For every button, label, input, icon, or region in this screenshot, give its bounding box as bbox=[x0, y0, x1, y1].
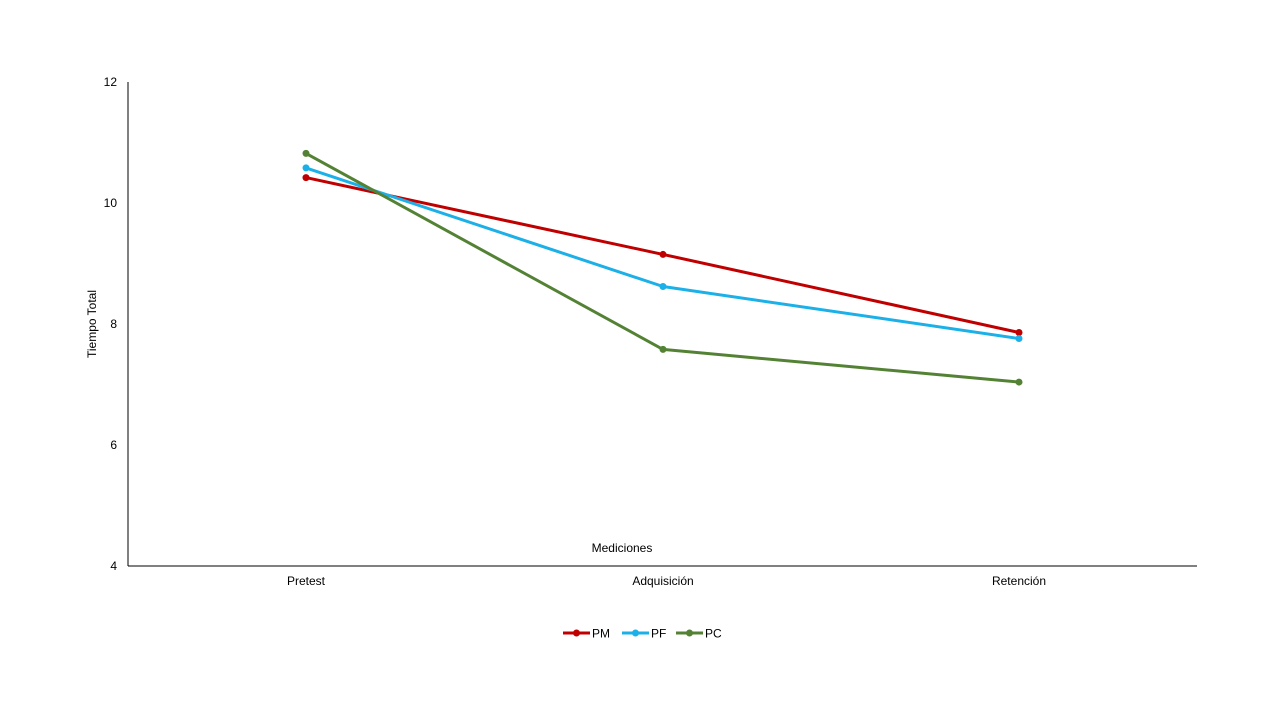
x-tick-labels: Pretest Adquisición Retención bbox=[287, 574, 1046, 588]
data-point bbox=[302, 174, 310, 182]
series-pf bbox=[302, 164, 1023, 343]
x-tick-label: Adquisición bbox=[632, 574, 693, 588]
data-point bbox=[659, 250, 667, 258]
y-tick-label: 8 bbox=[110, 317, 117, 331]
axes bbox=[127, 82, 1197, 567]
x-tick-label: Pretest bbox=[287, 574, 326, 588]
data-point bbox=[1015, 335, 1023, 343]
series-layer bbox=[302, 149, 1023, 386]
data-point bbox=[659, 282, 667, 290]
legend-marker bbox=[632, 629, 639, 637]
series-pc bbox=[302, 149, 1023, 386]
legend-item: PC bbox=[676, 627, 722, 641]
y-tick-label: 10 bbox=[104, 196, 118, 210]
x-axis-title: Mediciones bbox=[592, 541, 653, 555]
data-point bbox=[1015, 378, 1023, 386]
legend-marker bbox=[686, 629, 693, 637]
data-point bbox=[659, 345, 667, 353]
y-tick-label: 4 bbox=[110, 559, 117, 573]
series-pm bbox=[302, 174, 1023, 336]
data-point bbox=[302, 164, 310, 172]
legend-label: PF bbox=[651, 627, 666, 641]
legend-item: PM bbox=[563, 627, 610, 641]
legend-item: PF bbox=[622, 627, 666, 641]
data-point bbox=[302, 149, 310, 157]
y-tick-label: 6 bbox=[110, 438, 117, 452]
data-point bbox=[1015, 328, 1023, 336]
legend-marker bbox=[573, 629, 580, 637]
legend-label: PM bbox=[592, 627, 610, 641]
legend: PM PF PC bbox=[563, 627, 722, 641]
y-tick-labels: 4 6 8 10 12 bbox=[104, 75, 118, 573]
y-tick-label: 12 bbox=[104, 75, 118, 89]
x-tick-label: Retención bbox=[992, 574, 1046, 588]
y-axis-title: Tiempo Total bbox=[85, 290, 99, 358]
legend-label: PC bbox=[705, 627, 722, 641]
